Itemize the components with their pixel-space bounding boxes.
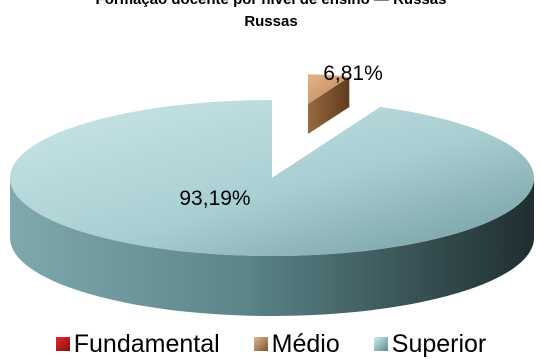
legend-swatch-médio: [253, 337, 268, 351]
legend-item-fundamental: Fundamental: [55, 329, 220, 359]
legend-label-médio: Médio: [271, 329, 340, 358]
legend-item-superior: Superior: [373, 329, 487, 359]
legend: Fundamental Médio Superior: [0, 330, 542, 358]
data-label-médio: 6,81%: [323, 62, 383, 85]
pie-slice-superior: [10, 100, 535, 316]
chart-title: Formação docente por nível de ensino — R…: [0, 0, 542, 8]
legend-label-fundamental: Fundamental: [73, 329, 220, 358]
pie-slice-médio: [308, 74, 350, 134]
legend-swatch-superior: [373, 337, 388, 351]
pie-chart: 6,81% 93,19%: [10, 62, 535, 316]
legend-item-médio: Médio: [253, 329, 340, 359]
chart-subtitle: Russas: [244, 13, 298, 30]
legend-swatch-fundamental: [55, 337, 70, 351]
legend-label-superior: Superior: [391, 329, 487, 358]
data-label-superior: 93,19%: [179, 187, 250, 210]
